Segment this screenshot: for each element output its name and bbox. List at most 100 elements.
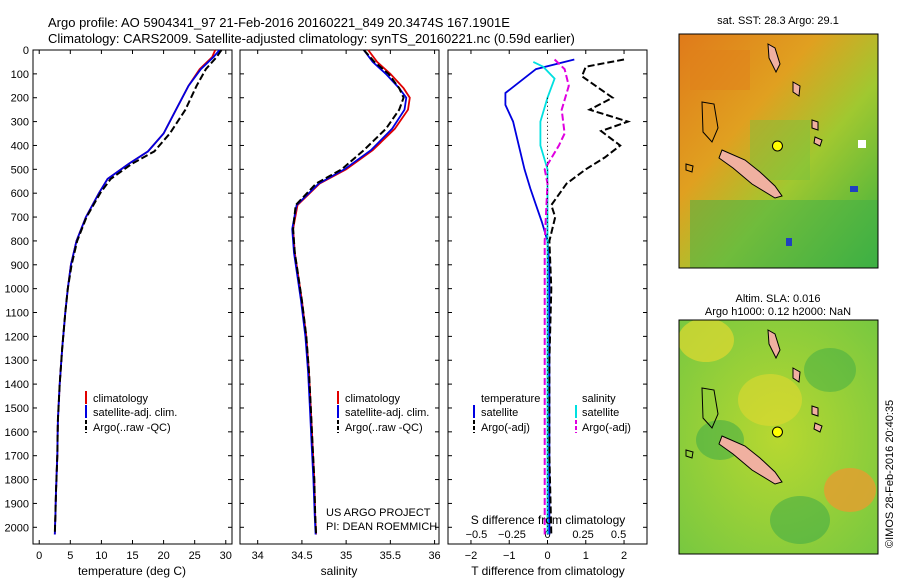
sla-map-frame [678, 319, 879, 555]
sla-reef-outline [701, 387, 719, 429]
imos-stamp: ©IMOS 28-Feb-2016 20:40:35 [884, 400, 896, 548]
y-tick-label: 300 [11, 117, 29, 129]
sst-missing-pixel [858, 140, 866, 148]
sst-map: sat. SST: 28.3 Argo: 29.1 [678, 15, 879, 269]
y-tick-label: 600 [11, 188, 29, 200]
sst-map-title: sat. SST: 28.3 Argo: 29.1 [717, 15, 839, 27]
project-credit: US ARGO PROJECT [326, 507, 431, 519]
y-tick-label: 1300 [5, 355, 29, 367]
temperature-axes-frame [32, 49, 233, 545]
sla-vanuatu-island [792, 367, 801, 383]
legend-label-climatology: climatology [93, 393, 149, 405]
sla-map: Altim. SLA: 0.016 Argo h1000: 0.12 h2000… [678, 293, 879, 555]
legend-title-salinity: salinity [582, 393, 616, 405]
sst-coastlines [685, 43, 823, 199]
salinity-lines [291, 49, 411, 535]
y-tick-label: 1900 [5, 498, 29, 510]
y-tick-label: 200 [11, 93, 29, 105]
salinity-legend: climatology satellite-adj. clim. Argo(..… [337, 391, 429, 434]
sla-high-blob [824, 468, 876, 512]
sla-map-texture [679, 320, 876, 544]
sst-southern-band [690, 200, 878, 268]
sst-vanuatu-island [767, 43, 781, 74]
salinity-panel: 34 34.5 35 35.5 36 salinity climatology sate… [239, 49, 441, 578]
y-tick-label: 0 [23, 45, 29, 57]
y-tick-label: 800 [11, 236, 29, 248]
pi-credit: PI: DEAN ROEMMICH [326, 521, 437, 533]
temperature-xlabel: temperature (deg C) [78, 564, 186, 578]
sst-cold-pixel [786, 238, 792, 246]
sla-high-blob [679, 320, 734, 362]
x-tick-label: 36 [428, 550, 440, 562]
x-tick-label: 30 [220, 550, 232, 562]
temperature-ticks: 0 5 10 15 20 25 300100200300400500600700800900… [5, 45, 232, 562]
x-tick-label: 35.5 [380, 550, 401, 562]
sla-high-blob [738, 374, 802, 426]
series-line-argo-raw-qc [53, 49, 223, 535]
x-tick-label: 0 [544, 550, 550, 562]
sst-reef-outline [685, 163, 694, 173]
x-tick-label: −2 [465, 550, 478, 562]
x-tick-label: −1 [503, 550, 516, 562]
legend-label-temp-argo: Argo(-adj) [481, 422, 530, 434]
sst-cold-pixel [850, 186, 858, 192]
legend-label-argo: Argo(..raw -QC) [345, 422, 423, 434]
series-line-temperature-argo-adj [548, 58, 632, 535]
sst-map-frame [678, 33, 879, 269]
differences-xlabel: T difference from climatology [471, 564, 625, 578]
y-tick-label: 700 [11, 212, 29, 224]
sla-low-blob [804, 348, 856, 392]
sla-loyalty-island [811, 405, 819, 417]
x-tick-label: 34 [252, 550, 264, 562]
sla-loyalty-island [813, 422, 823, 433]
sla-map-title: Altim. SLA: 0.016 [736, 293, 821, 305]
y-tick-label: 1100 [5, 308, 29, 320]
series-line-salinity-satellite [532, 61, 556, 535]
differences-panel: −2 −1 0 1 2 −0.5 −0.25 0 0.25 0.5 T difference fr… [447, 49, 648, 578]
legend-label-sal-satellite: satellite [582, 407, 619, 419]
differences-legend: temperature satellite Argo(-adj) salinit… [473, 393, 631, 434]
differences-xlabel-top: S difference from climatology [471, 513, 626, 527]
sst-map-texture [690, 50, 878, 268]
x-tick-label: 10 [95, 550, 107, 562]
top-tick-label: −0.5 [466, 529, 488, 541]
x-tick-label: 34.5 [291, 550, 312, 562]
header-line1: Argo profile: AO 5904341_97 21-Feb-2016 … [48, 15, 510, 30]
legend-title-temperature: temperature [481, 393, 540, 405]
sst-reef-outline [701, 101, 719, 143]
x-tick-label: 5 [67, 550, 73, 562]
legend-label-satellite: satellite-adj. clim. [345, 407, 429, 419]
sst-new-caledonia-island [718, 149, 783, 199]
sst-argo-position-marker [771, 140, 783, 152]
sla-new-caledonia-island [718, 435, 783, 485]
y-tick-label: 1000 [5, 284, 29, 296]
temperature-panel: 0 5 10 15 20 25 300100200300400500600700800900… [5, 45, 233, 578]
top-tick-label: 0.25 [572, 529, 593, 541]
y-tick-label: 1700 [5, 451, 29, 463]
y-tick-label: 1200 [5, 331, 29, 343]
legend-label-argo: Argo(..raw -QC) [93, 422, 171, 434]
salinity-ticks: 34 34.5 35 35.5 36 [240, 49, 441, 562]
y-tick-label: 500 [11, 164, 29, 176]
salinity-axes-frame [239, 49, 440, 545]
x-tick-label: 25 [189, 550, 201, 562]
series-line-satellite-adj-clim [291, 49, 408, 535]
x-tick-label: 1 [583, 550, 589, 562]
y-tick-label: 1800 [5, 475, 29, 487]
top-tick-label: −0.25 [498, 529, 526, 541]
sla-vanuatu-island [767, 329, 781, 360]
sla-argo-position-marker [771, 426, 783, 438]
x-tick-label: 15 [126, 550, 138, 562]
legend-label-temp-satellite: satellite [481, 407, 518, 419]
y-tick-label: 1400 [5, 379, 29, 391]
legend-label-climatology: climatology [345, 393, 401, 405]
sst-warm-patch [690, 50, 750, 90]
y-tick-label: 400 [11, 140, 29, 152]
x-tick-label: 35 [340, 550, 352, 562]
temperature-legend: climatology satellite-adj. clim. Argo(..… [85, 391, 177, 434]
sla-low-blob [770, 496, 830, 544]
x-tick-label: 2 [621, 550, 627, 562]
sla-map-subtitle: Argo h1000: 0.12 h2000: NaN [705, 306, 851, 318]
